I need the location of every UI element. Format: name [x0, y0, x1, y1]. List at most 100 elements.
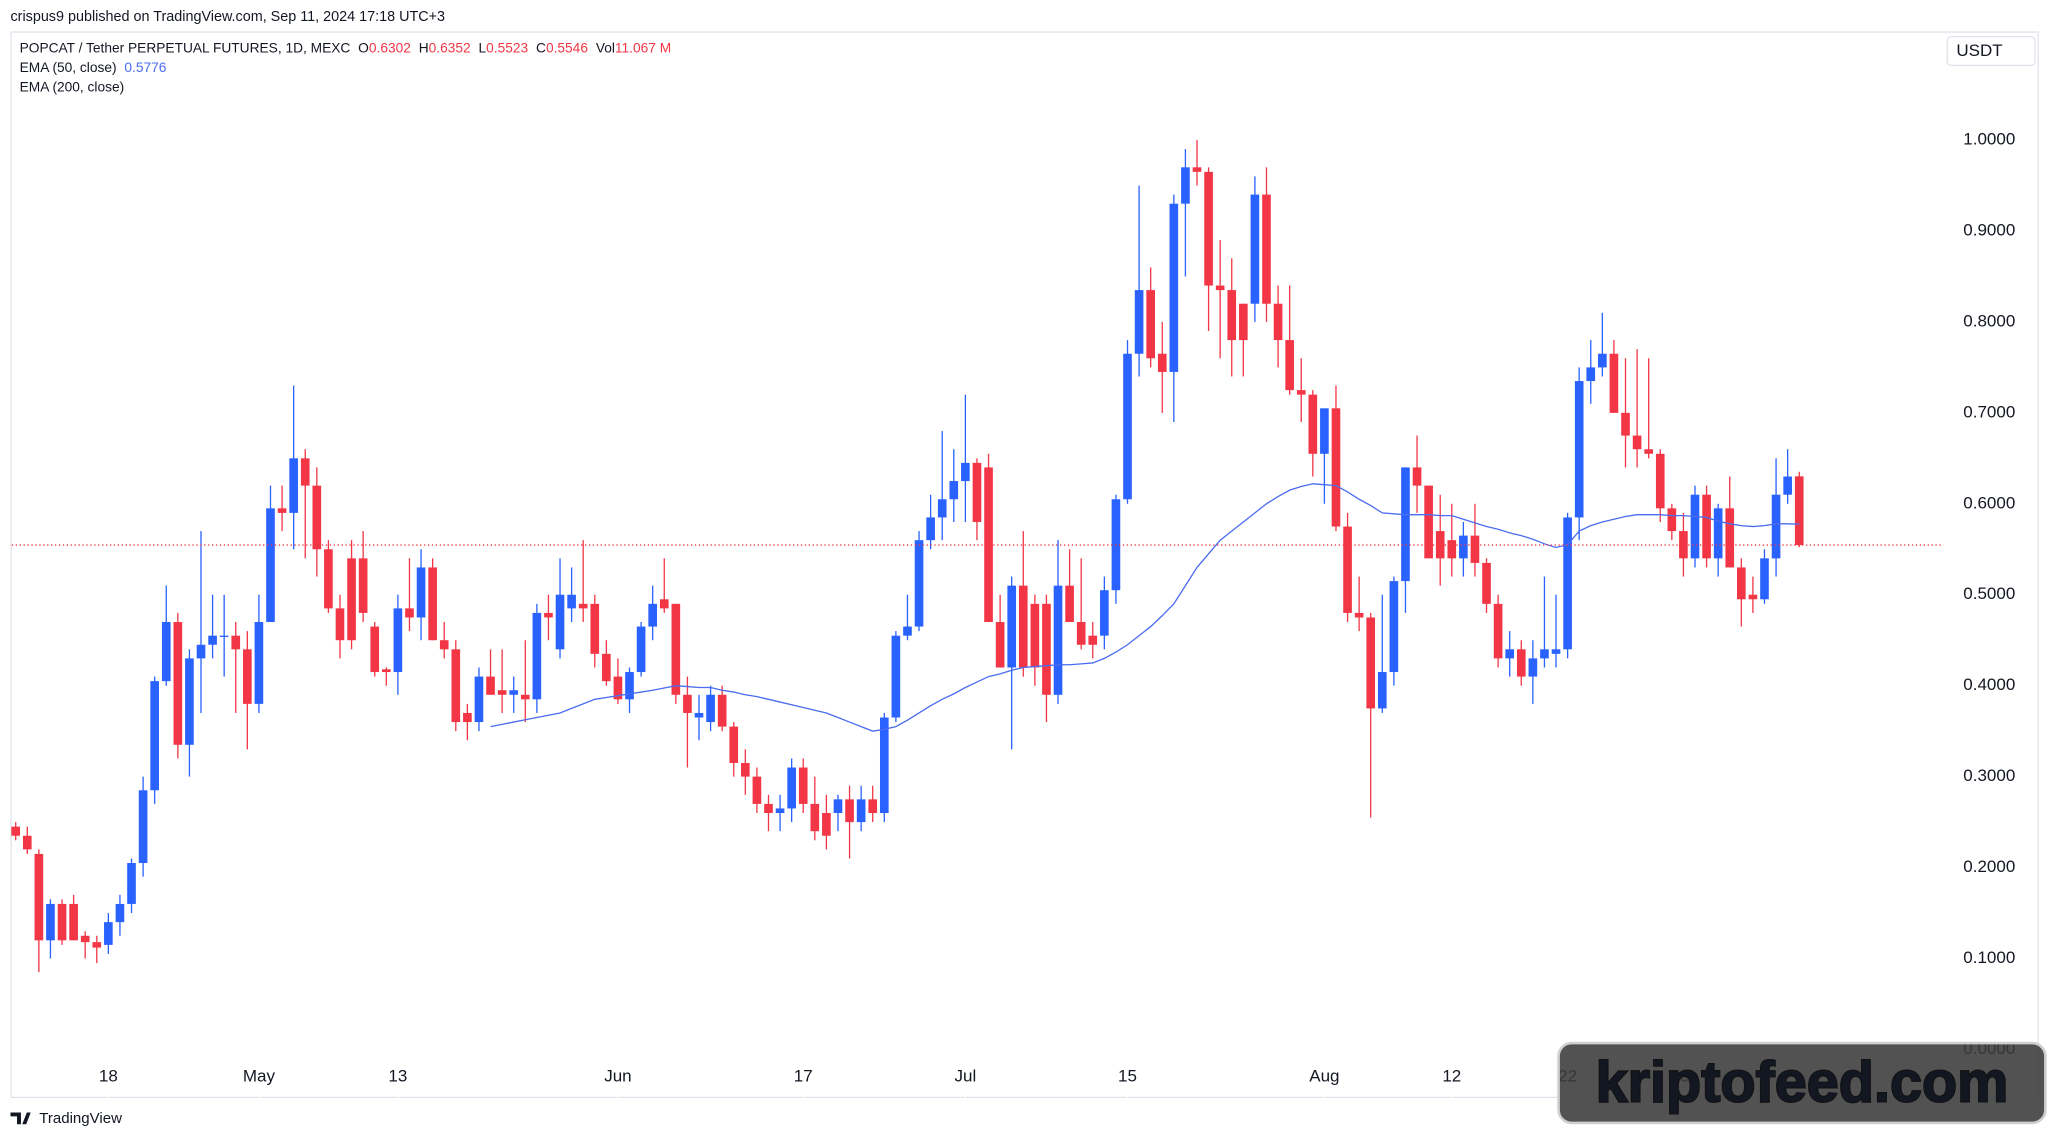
- candle-body: [1493, 603, 1503, 659]
- candle-body: [1389, 581, 1399, 673]
- candle-body: [161, 622, 171, 682]
- candle-body: [277, 508, 287, 513]
- candle-body: [995, 622, 1005, 668]
- attribution: crispus9 published on TradingView.com, S…: [10, 9, 445, 25]
- candle-body: [1679, 531, 1688, 559]
- candle-body: [1250, 194, 1260, 304]
- y-tick-label: 0.8000: [1963, 311, 2015, 330]
- candle-body: [833, 799, 843, 813]
- candle-body: [243, 649, 252, 704]
- candle-body: [1482, 562, 1491, 604]
- candle-body: [69, 903, 78, 941]
- candle-body: [810, 803, 820, 832]
- candle-body: [741, 762, 750, 777]
- candle-body: [752, 776, 762, 804]
- ohlc-value: 0.6302: [369, 40, 411, 55]
- candle-body: [1760, 558, 1769, 600]
- candle-body: [1262, 194, 1271, 304]
- candle-body: [961, 462, 970, 482]
- candle-body: [266, 508, 275, 623]
- watermark: kriptofeed.com: [1596, 1050, 2009, 1114]
- y-tick-label: 0.5000: [1963, 584, 2015, 603]
- y-tick-label: 0.6000: [1963, 493, 2015, 512]
- legend-header: POPCAT / Tether PERPETUAL FUTURES, 1D, M…: [20, 40, 672, 55]
- brand-icon: [10, 1112, 31, 1125]
- candle-body: [1215, 285, 1225, 291]
- candle-body: [1285, 340, 1294, 391]
- x-tick-label: Aug: [1309, 1067, 1339, 1086]
- x-tick-label: Jul: [955, 1067, 977, 1086]
- candle-body: [775, 808, 785, 813]
- candle-body: [1076, 622, 1086, 645]
- brand: TradingView: [39, 1110, 122, 1127]
- candle-body: [532, 612, 542, 700]
- candle-body: [1794, 476, 1804, 546]
- candle-body: [544, 612, 553, 618]
- candle-body: [567, 594, 576, 609]
- candle-body: [1713, 508, 1723, 559]
- candle-body: [1459, 535, 1468, 559]
- symbol-title: POPCAT / Tether PERPETUAL FUTURES, 1D, M…: [20, 40, 351, 55]
- legend-entry: EMA (200, close): [20, 79, 125, 94]
- y-tick-label: 0.7000: [1963, 402, 2015, 421]
- candle-body: [1366, 617, 1376, 709]
- candle-body: [868, 799, 878, 813]
- candle-body: [1621, 412, 1630, 436]
- candle-body: [764, 803, 773, 813]
- candle-body: [1505, 649, 1515, 659]
- currency: USDT: [1956, 41, 2002, 60]
- candle-body: [138, 790, 148, 864]
- candle-body: [706, 694, 715, 723]
- candle-body: [1273, 303, 1283, 341]
- ema-line: [490, 483, 1800, 732]
- candle-body: [1169, 203, 1179, 372]
- volume-value: 11.067 M: [615, 40, 671, 55]
- candle-body: [555, 594, 565, 650]
- candle-body: [1574, 381, 1584, 518]
- y-tick-label: 0.2000: [1963, 857, 2015, 876]
- candle-body: [1737, 567, 1746, 600]
- candle-body: [127, 863, 136, 904]
- candle-body: [903, 626, 912, 636]
- candle-body: [439, 640, 449, 650]
- x-tick-label: 13: [388, 1067, 407, 1086]
- candle-body: [1540, 649, 1549, 659]
- candle-body: [428, 567, 437, 641]
- candle-body: [1204, 171, 1213, 286]
- candle-body: [613, 676, 623, 700]
- candle-body: [1690, 494, 1700, 559]
- candle-body: [335, 608, 345, 641]
- candle-body: [300, 458, 310, 486]
- volume-label: Vol: [596, 40, 615, 55]
- candle-body: [625, 672, 634, 700]
- candle-body: [717, 694, 727, 727]
- y-tick-label: 1.0000: [1963, 130, 2015, 149]
- candle-body: [497, 690, 507, 695]
- candle-body: [1296, 390, 1306, 395]
- candle-body: [1100, 590, 1109, 636]
- x-tick-label: 17: [794, 1067, 813, 1086]
- candle-body: [1377, 672, 1387, 709]
- ohlc-value: 0.6352: [429, 40, 471, 55]
- candle-body: [312, 485, 322, 550]
- ohlc-label: H: [419, 40, 429, 55]
- candle-body: [798, 767, 808, 804]
- candle-body: [1447, 540, 1457, 559]
- candle-body: [1065, 585, 1074, 623]
- candle-body: [879, 717, 889, 813]
- candle-body: [104, 922, 113, 945]
- legend-entry: EMA (50, close) 0.5776: [20, 60, 167, 75]
- candle-body: [1030, 603, 1040, 668]
- candle-body: [1227, 290, 1237, 341]
- candle-body: [602, 653, 611, 682]
- candle-body: [891, 635, 901, 718]
- candle-body: [694, 712, 704, 718]
- candle-body: [659, 599, 669, 609]
- y-tick-label: 0.3000: [1963, 766, 2015, 785]
- candle-body: [358, 558, 368, 613]
- candle-body: [1320, 408, 1329, 454]
- candle-body: [1528, 658, 1538, 677]
- candle-body: [1632, 435, 1642, 450]
- candle-body: [405, 608, 414, 618]
